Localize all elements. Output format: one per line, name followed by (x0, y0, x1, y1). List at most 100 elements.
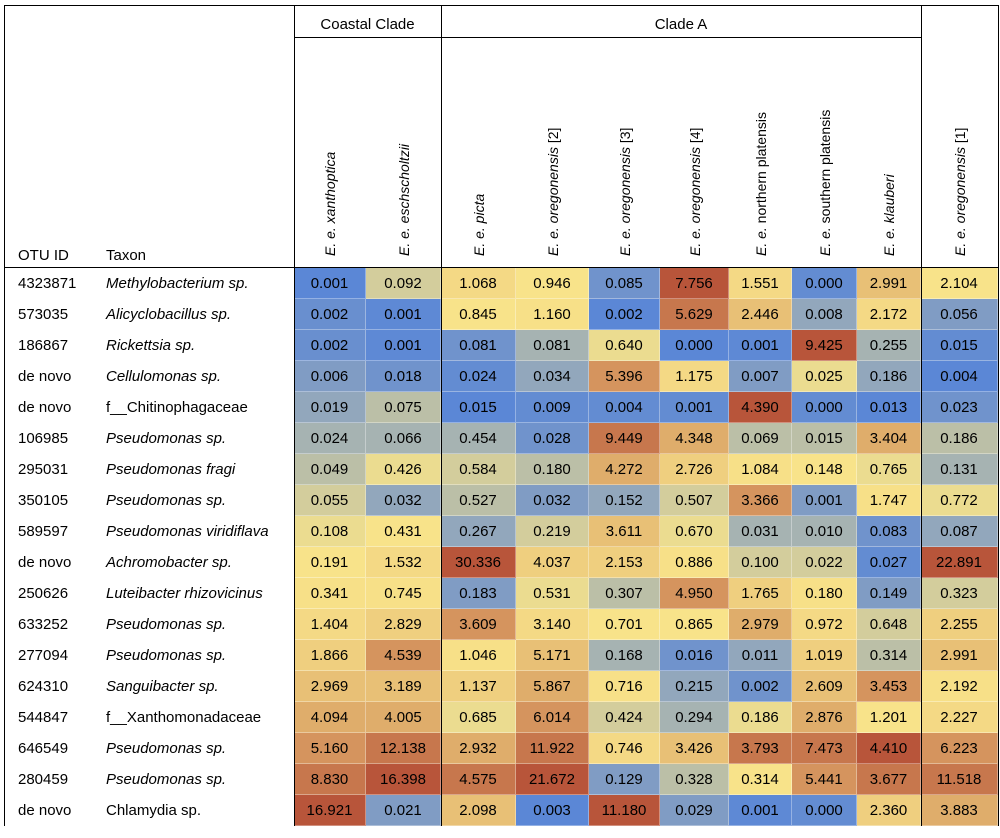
heatmap-cell: 1.532 (366, 547, 441, 578)
heatmap-cell: 0.092 (366, 268, 441, 299)
heatmap-cell: 1.019 (792, 640, 857, 671)
heatmap-cell: 2.098 (441, 795, 516, 826)
heatmap-cell: 0.032 (366, 485, 441, 516)
heatmap-cell: 0.746 (589, 733, 660, 764)
taxon-header: Taxon (106, 247, 147, 264)
column-header-italic: E. e. oregonensis (951, 147, 968, 256)
heatmap-cell: 0.745 (366, 578, 441, 609)
table-left-border (4, 5, 5, 826)
column-header: E. e. xanthoptica (321, 152, 339, 256)
heatmap-cell: 0.022 (792, 547, 857, 578)
column-header: E. e. oregonensis [3] (616, 128, 634, 256)
heatmap-cell: 0.011 (729, 640, 792, 671)
heatmap-cell: 2.726 (660, 454, 729, 485)
otu-id: 280459 (18, 771, 69, 788)
heatmap-cell: 0.032 (516, 485, 589, 516)
taxon-name: Methylobacterium sp. (106, 275, 249, 292)
heatmap-cell: 4.005 (366, 702, 441, 733)
taxon-name: f__Chitinophagaceae (106, 399, 248, 416)
heatmap-cell: 0.152 (589, 485, 660, 516)
column-header-suffix: northern platensis (752, 112, 769, 228)
heatmap-cell: 0.307 (589, 578, 660, 609)
column-header: E. e. southern platensis (816, 110, 834, 256)
heatmap-cell: 0.314 (857, 640, 921, 671)
otu-id: 573035 (18, 306, 69, 323)
heatmap-cell: 1.551 (729, 268, 792, 299)
heatmap-cell: 0.865 (660, 609, 729, 640)
heatmap-cell: 0.426 (366, 454, 441, 485)
group-divider (294, 5, 295, 826)
heatmap-cell: 1.404 (294, 609, 366, 640)
heatmap-cell: 2.446 (729, 299, 792, 330)
heatmap-cell: 0.323 (921, 578, 998, 609)
heatmap-cell: 2.932 (441, 733, 516, 764)
group-header: Coastal Clade (320, 16, 415, 33)
taxon-name: Pseudomonas sp. (106, 771, 227, 788)
heatmap-cell: 0.191 (294, 547, 366, 578)
heatmap-cell: 0.527 (441, 485, 516, 516)
otu-id: 250626 (18, 585, 69, 602)
heatmap-cell: 0.001 (366, 330, 441, 361)
heatmap-cell: 0.075 (366, 392, 441, 423)
taxon-name: f__Xanthomonadaceae (106, 709, 262, 726)
column-header: E. e. picta (470, 194, 488, 256)
heatmap-cell: 1.160 (516, 299, 589, 330)
heatmap-cell: 5.396 (589, 361, 660, 392)
otu-id: de novo (18, 399, 72, 416)
heatmap-cell: 0.267 (441, 516, 516, 547)
heatmap-cell: 0.431 (366, 516, 441, 547)
heatmap-cell: 0.056 (921, 299, 998, 330)
heatmap-cell: 0.000 (792, 268, 857, 299)
heatmap-cell: 0.083 (857, 516, 921, 547)
heatmap-cell: 11.518 (921, 764, 998, 795)
heatmap-cell: 2.991 (921, 640, 998, 671)
column-header-italic: E. e. picta (470, 193, 487, 256)
heatmap-cell: 0.049 (294, 454, 366, 485)
heatmap-cell: 0.294 (660, 702, 729, 733)
heatmap-cell: 0.013 (857, 392, 921, 423)
heatmap-cell: 0.015 (921, 330, 998, 361)
group-underline (294, 37, 441, 38)
heatmap-cell: 2.829 (366, 609, 441, 640)
heatmap-cell: 0.186 (921, 423, 998, 454)
heatmap-cell: 0.001 (729, 795, 792, 826)
heatmap-cell: 0.670 (660, 516, 729, 547)
heatmap-cell: 0.000 (792, 795, 857, 826)
column-header-suffix: [3] (616, 127, 633, 148)
heatmap-cell: 4.348 (660, 423, 729, 454)
heatmap-cell: 0.034 (516, 361, 589, 392)
heatmap-cell: 0.685 (441, 702, 516, 733)
column-header: E. e. oregonensis [4] (686, 128, 704, 256)
heatmap-cell: 0.010 (792, 516, 857, 547)
heatmap-cell: 3.611 (589, 516, 660, 547)
heatmap-cell: 0.886 (660, 547, 729, 578)
heatmap-cell: 0.002 (589, 299, 660, 330)
otu-id: 646549 (18, 740, 69, 757)
taxon-name: Sanguibacter sp. (106, 678, 219, 695)
heatmap-cell: 0.004 (589, 392, 660, 423)
heatmap-cell: 0.015 (792, 423, 857, 454)
heatmap-cell: 0.015 (441, 392, 516, 423)
heatmap-cell: 0.129 (589, 764, 660, 795)
heatmap-cell: 11.922 (516, 733, 589, 764)
header-bottom-border (4, 267, 998, 268)
column-header-italic: E. e. oregonensis (544, 147, 561, 256)
heatmap-cell: 0.004 (921, 361, 998, 392)
otu-id: 295031 (18, 461, 69, 478)
heatmap-cell: 0.215 (660, 671, 729, 702)
heatmap-cell: 3.793 (729, 733, 792, 764)
heatmap-cell: 3.140 (516, 609, 589, 640)
taxon-name: Pseudomonas fragi (106, 461, 236, 478)
column-header-italic: E. e. klauberi (881, 174, 897, 256)
column-header-suffix: southern platensis (816, 109, 833, 228)
heatmap-cell: 0.000 (792, 392, 857, 423)
heatmap-cell: 2.609 (792, 671, 857, 702)
heatmap-cell: 3.426 (660, 733, 729, 764)
heatmap-cell: 16.398 (366, 764, 441, 795)
column-header: E. e. eschscholtzii (395, 144, 413, 256)
otu-id-header: OTU ID (18, 247, 69, 264)
table-right-border (998, 5, 999, 826)
heatmap-cell: 2.360 (857, 795, 921, 826)
heatmap-cell: 6.014 (516, 702, 589, 733)
column-header-italic: E. e. (752, 227, 769, 256)
